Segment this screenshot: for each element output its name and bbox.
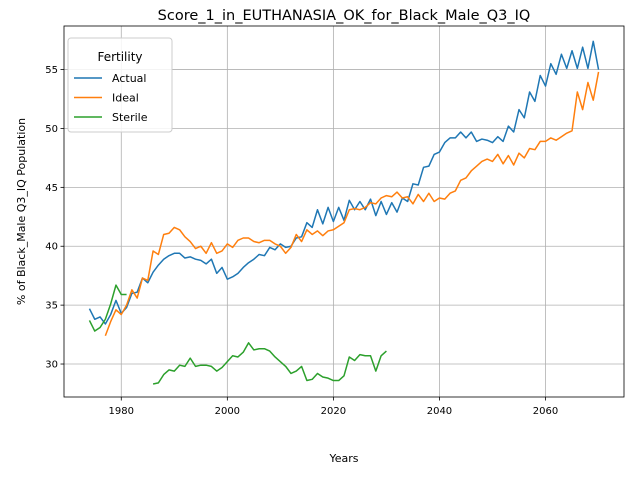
legend: Fertility Actual Ideal Sterile xyxy=(67,37,173,133)
legend-label-sterile: Sterile xyxy=(112,111,148,124)
y-tick-label: 35 xyxy=(45,301,58,312)
legend-label-actual: Actual xyxy=(112,72,146,85)
legend-entries: Actual Ideal Sterile xyxy=(74,72,148,124)
legend-title: Fertility xyxy=(97,50,142,64)
x-axis-label: Years xyxy=(328,452,358,465)
x-tick-label: 2060 xyxy=(533,406,558,417)
x-tick-label: 1980 xyxy=(109,406,134,417)
y-tick-label: 55 xyxy=(45,65,58,76)
chart-title: Score_1_in_EUTHANASIA_OK_for_Black_Male_… xyxy=(158,8,531,24)
y-tick-label: 40 xyxy=(45,242,58,253)
y-tick-label: 30 xyxy=(45,360,58,371)
x-tick-label: 2000 xyxy=(215,406,240,417)
plot-frame xyxy=(63,25,625,398)
series-lines xyxy=(88,40,600,385)
y-tick-label: 45 xyxy=(45,183,58,194)
x-tick-label: 2020 xyxy=(321,406,346,417)
series-line-ideal xyxy=(104,71,600,337)
y-axis-label: % of Black_Male Q3_IQ Population xyxy=(15,118,28,305)
series-line-sterile xyxy=(152,342,387,385)
x-tick-label: 2040 xyxy=(427,406,452,417)
legend-box xyxy=(67,37,173,133)
grid xyxy=(64,26,624,397)
axis-ticks: 1980 2000 2020 2040 2060 30 35 40 45 50 55 xyxy=(45,65,558,417)
legend-label-ideal: Ideal xyxy=(112,92,139,105)
series-line-actual xyxy=(88,40,600,325)
y-tick-label: 50 xyxy=(45,124,58,135)
series-line-sterile xyxy=(88,284,127,332)
